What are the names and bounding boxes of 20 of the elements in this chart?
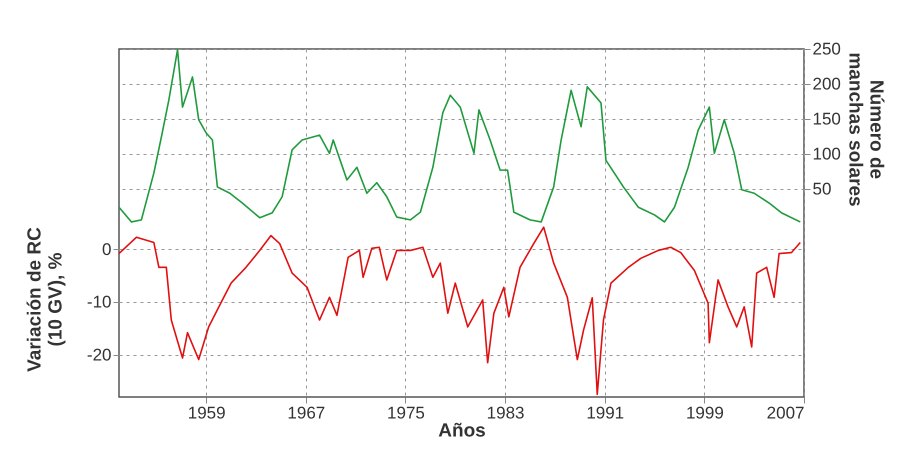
y-tick-label: -10: [86, 292, 112, 312]
x-tick-label: 1991: [586, 404, 624, 422]
x-tick-label: 1999: [686, 404, 724, 422]
y2-tick-label: 100: [812, 144, 841, 164]
y2-tick-label: 200: [812, 74, 841, 94]
x-tick-label: 1967: [287, 404, 326, 422]
y-axis-title: Variación de RC (10 GV), %: [24, 226, 66, 372]
y2-tick-label: 150: [812, 110, 841, 129]
x-tick-label: 1975: [387, 404, 425, 422]
x-tick-label: 1959: [188, 404, 226, 422]
y-tick-label: 0: [102, 240, 112, 259]
x-axis-title: Años: [438, 420, 486, 442]
y2-tick-label: 50: [812, 180, 832, 199]
line-series: [118, 226, 802, 396]
y-tick-label: -20: [86, 345, 112, 364]
y2-tick-label: 250: [812, 40, 841, 58]
x-tick-label: 1983: [486, 404, 525, 422]
line-series: [118, 48, 802, 223]
y2-axis-title: Número de manchas solares: [844, 52, 886, 207]
x-tick-label: 2007: [766, 404, 804, 422]
